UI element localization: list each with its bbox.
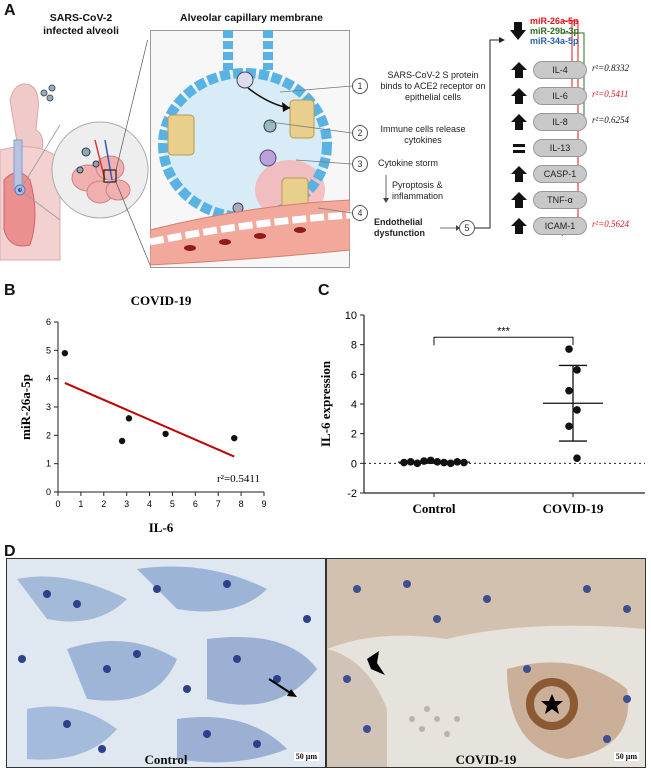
x-tick-label: 0: [55, 499, 60, 509]
y-tick-label: 3: [46, 402, 51, 412]
marker-il-6: IL-6: [533, 87, 587, 105]
data-point: [565, 386, 573, 395]
data-point: [573, 454, 581, 462]
data-point: [573, 366, 581, 374]
infected-alveoli-title: SARS-CoV-2 infected alveoli: [26, 12, 136, 38]
scatter-chart-b: COVID-19 0 1 2 3 4 5 6 7 8 9 0 1 2 3 4 5 6 IL-6 miR-26a-5p r…: [18, 293, 267, 535]
y-tick-label: 0: [351, 458, 357, 470]
x-tick-label: 9: [261, 499, 266, 509]
x-tick-label: 7: [216, 499, 221, 509]
regression-line: [64, 381, 235, 458]
step-2-text: Immune cells release cytokines: [380, 124, 466, 145]
infected-alveoli-title-line1: SARS-CoV-2: [49, 12, 113, 24]
mirna-list: miR-26a-5p miR-29b-3p miR-34a-5p: [530, 16, 579, 46]
up-arrow-icon: [511, 192, 527, 208]
marker-tnf-: TNF-α: [533, 191, 587, 209]
step-3-marker: 3: [352, 156, 368, 172]
x-tick-label: 1: [78, 499, 83, 509]
category-label: COVID-19: [543, 501, 604, 516]
marker-icam-1: ICAM-1: [533, 217, 587, 235]
y-tick-label: 4: [351, 399, 357, 411]
x-tick-label: 6: [193, 499, 198, 509]
up-arrow-icon: [511, 218, 527, 234]
scale-bar-covid: 50 μm: [613, 752, 639, 761]
micrograph-covid: 50 μm: [326, 558, 646, 768]
panel-c-label: C: [318, 282, 330, 299]
step-3-text: Cytokine storm: [378, 158, 439, 168]
marker-il-4: IL-4: [533, 61, 587, 79]
mirna-34a: miR-34a-5p: [530, 36, 579, 46]
marker-casp-1: CASP-1: [533, 165, 587, 183]
y-tick-label: 6: [46, 317, 51, 327]
panel-b-label: B: [4, 282, 16, 299]
data-point: [565, 345, 573, 353]
data-point: [61, 349, 69, 357]
y-tick-label: 1: [46, 459, 51, 469]
r2-label: r²=0.8332: [592, 63, 630, 73]
y-tick-label: 4: [46, 374, 51, 384]
control-tissue-image: [7, 559, 325, 767]
y-tick-label: 0: [46, 487, 51, 497]
dot-plot-c: -2 0 2 4 6 8 10 IL-6 expression Control COVID-19 *…: [318, 310, 645, 516]
chart-b-title: COVID-19: [131, 293, 192, 308]
data-point: [125, 415, 133, 422]
mirna-29b: miR-29b-3p: [530, 26, 580, 36]
lung-illustration: [0, 40, 150, 266]
panel-a-label: A: [4, 2, 16, 19]
up-arrow-icon: [511, 114, 527, 130]
y-tick-label: 8: [351, 340, 357, 352]
significance-stars: ***: [497, 325, 511, 337]
data-point: [118, 437, 126, 445]
up-arrow-icon: [511, 166, 527, 182]
r2-annotation: r²=0.5411: [217, 473, 260, 485]
x-tick-label: 5: [170, 499, 175, 509]
r2-label: r²=0.6254: [592, 115, 630, 125]
equal-icon: [513, 144, 525, 153]
step-1-marker: 1: [352, 78, 368, 94]
panel-d-label: D: [4, 543, 16, 560]
x-tick-label: 2: [101, 499, 106, 509]
up-arrow-icon: [511, 88, 527, 104]
data-point: [231, 434, 238, 442]
x-tick-label: 3: [124, 499, 129, 509]
down-arrow-icon: [510, 22, 526, 40]
marker-il-8: IL-8: [533, 113, 587, 131]
pyroptosis-text: Pyroptosis & inflammation: [392, 180, 444, 201]
step-1-text: SARS-CoV-2 S protein binds to ACE2 recep…: [380, 70, 486, 102]
alveolar-membrane-illustration: [150, 30, 350, 268]
y-tick-label: 2: [46, 430, 51, 440]
y-tick-label: 10: [345, 310, 357, 322]
category-label: Control: [412, 501, 455, 516]
up-arrow-icon: [511, 62, 527, 78]
data-point: [565, 422, 573, 431]
mirna-26a: miR-26a-5p: [530, 16, 579, 26]
control-caption: Control: [144, 752, 188, 767]
covid-caption: COVID-19: [455, 752, 517, 767]
y-tick-label: -2: [347, 488, 357, 500]
r2-label: r²=0.5624: [592, 219, 630, 229]
membrane-title: Alveolar capillary membrane: [180, 12, 323, 24]
step-2-marker: 2: [352, 125, 368, 141]
y-tick-label: 6: [351, 369, 357, 381]
step-4-marker: 4: [352, 205, 368, 221]
significance-bracket: [433, 336, 574, 346]
marker-il-13: IL-13: [533, 139, 587, 157]
y-tick-label: 5: [46, 345, 51, 355]
scale-bar-control: 50 μm: [293, 752, 319, 761]
step-4-text: Endothelial dysfunction: [374, 217, 425, 238]
chart-b-xlabel: IL-6: [149, 520, 174, 535]
infected-alveoli-title-line2: infected alveoli: [43, 25, 119, 37]
chart-b-ylabel: miR-26a-5p: [18, 374, 33, 440]
x-tick-label: 4: [147, 499, 152, 509]
covid-tissue-image: [327, 559, 645, 767]
data-point: [573, 406, 581, 414]
x-tick-label: 8: [239, 499, 244, 509]
data-point: [413, 459, 422, 468]
micrograph-control: 50 μm: [6, 558, 326, 768]
data-point: [162, 430, 169, 438]
data-point: [446, 459, 455, 468]
r2-label: r²=0.5411: [592, 89, 629, 99]
chart-c-ylabel: IL-6 expression: [318, 360, 333, 447]
y-tick-label: 2: [351, 429, 357, 441]
